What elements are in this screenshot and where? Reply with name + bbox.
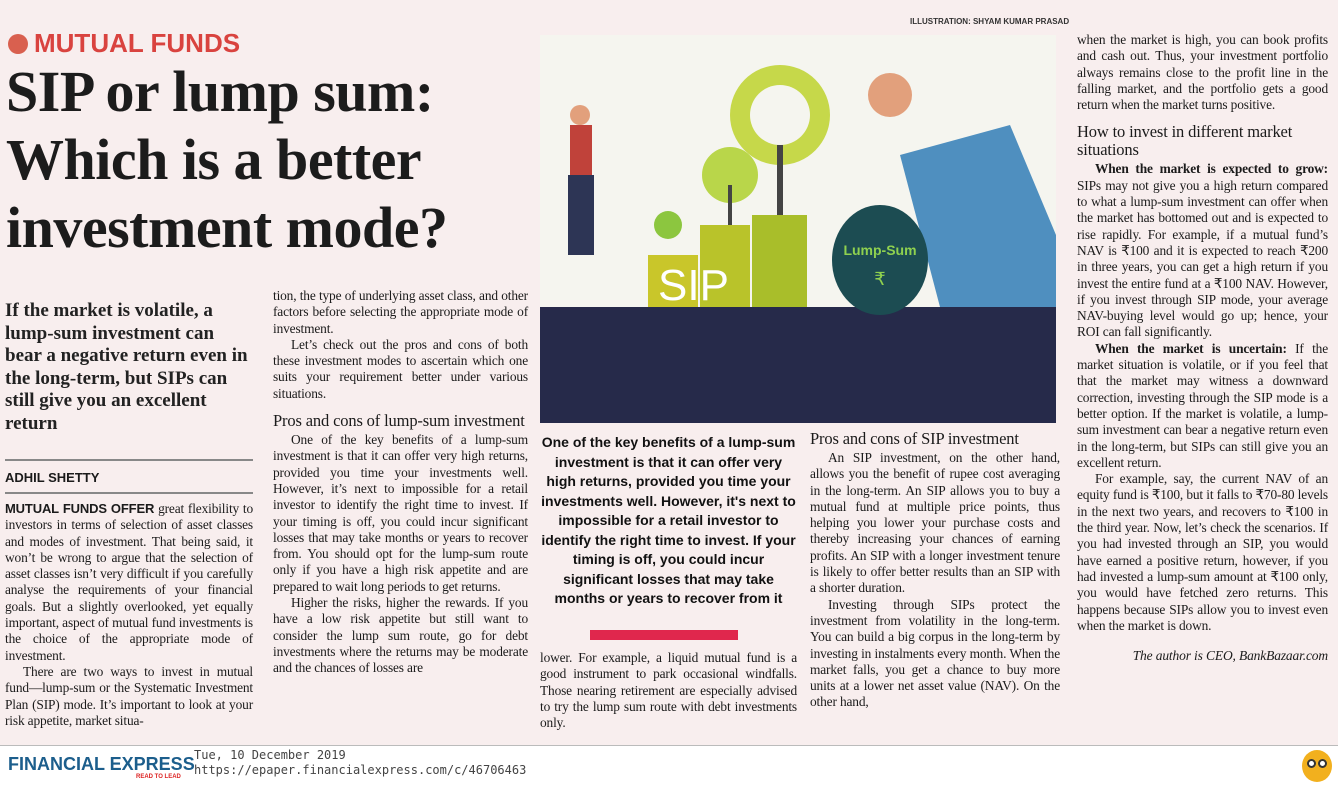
edition-date: Tue, 10 December 2019 xyxy=(194,748,346,762)
pull-quote: One of the key benefits of a lump-sum in… xyxy=(541,434,796,606)
illustration: SIP Lump-Sum ₹ xyxy=(540,35,1056,423)
epaper-link[interactable]: https://epaper.financialexpress.com/c/46… xyxy=(194,763,527,777)
paragraph-text: SIPs may not give you a high return comp… xyxy=(1077,177,1328,340)
bullet-dot-icon xyxy=(8,33,28,54)
author-note: The author is CEO, BankBazaar.com xyxy=(1132,648,1328,664)
lead-in: When the market is uncertain: xyxy=(1095,340,1287,356)
paragraph: When the market is expected to grow: SIP… xyxy=(1077,161,1328,340)
paragraph: MUTUAL FUNDS OFFER great flexibility to … xyxy=(5,501,253,664)
bag-label: Lump-Sum xyxy=(843,242,916,258)
paragraph-text: If the market situation is volatile, or … xyxy=(1077,340,1328,470)
column-5: when the market is high, you can book pr… xyxy=(1077,32,1328,664)
paragraph: There are two ways to invest in mutual f… xyxy=(5,663,253,728)
column-2: tion, the type of underlying asset class… xyxy=(273,288,528,677)
headline: SIP or lump sum: Which is a better inves… xyxy=(6,59,448,260)
paragraph: tion, the type of underlying asset class… xyxy=(273,288,528,336)
subheading: Pros and cons of SIP investment xyxy=(810,429,1019,448)
financial-express-logo[interactable]: FINANCIAL EXPRESS xyxy=(8,754,195,774)
paragraph: lower. For example, a liquid mutual fund… xyxy=(540,650,797,731)
lead-in: MUTUAL FUNDS OFFER xyxy=(5,501,155,516)
rupee-icon: ₹ xyxy=(874,269,885,290)
paragraph: Higher the risks, higher the rewards. If… xyxy=(273,595,528,676)
footer: FINANCIAL EXPRESS READ TO LEAD Tue, 10 D… xyxy=(0,745,1338,786)
column-3: lower. For example, a liquid mutual fund… xyxy=(540,650,797,731)
paragraph: One of the key benefits of a lump-sum in… xyxy=(273,432,528,594)
column-4: Pros and cons of SIP investment An SIP i… xyxy=(810,420,1060,711)
edition-meta: Tue, 10 December 2019 https://epaper.fin… xyxy=(194,748,526,778)
owl-mascot-icon xyxy=(1302,750,1332,782)
divider xyxy=(5,492,253,494)
column-1: MUTUAL FUNDS OFFER great flexibility to … xyxy=(5,501,253,729)
paragraph: when the market is high, you can book pr… xyxy=(1077,32,1328,113)
paragraph-text: great flexibility to investors in terms … xyxy=(5,501,253,663)
illustration-credit: ILLUSTRATION: SHYAM KUMAR PRASAD xyxy=(910,17,1070,26)
paragraph: An SIP investment, on the other hand, al… xyxy=(810,450,1060,596)
paragraph: When the market is uncertain: If the mar… xyxy=(1077,341,1328,471)
subheading: Pros and cons of lump-sum investment xyxy=(273,411,525,431)
accent-bar xyxy=(590,630,738,640)
paragraph: For example, say, the current NAV of an … xyxy=(1077,471,1328,633)
paragraph: Let’s check out the pros and cons of bot… xyxy=(273,336,528,401)
lead-in: When the market is expected to grow: xyxy=(1095,161,1328,177)
standfirst: If the market is volatile, a lump-sum in… xyxy=(5,300,248,434)
divider xyxy=(5,459,253,461)
subheading: How to invest in different market situat… xyxy=(1077,122,1293,160)
sip-letters: SIP xyxy=(658,261,729,310)
kicker-text: MUTUAL FUNDS xyxy=(34,28,241,58)
byline: ADHIL SHETTY xyxy=(5,470,100,485)
paragraph: Investing through SIPs protect the inves… xyxy=(810,596,1060,710)
section-kicker: MUTUAL FUNDS xyxy=(8,28,240,59)
logo-tagline: READ TO LEAD xyxy=(136,774,181,780)
